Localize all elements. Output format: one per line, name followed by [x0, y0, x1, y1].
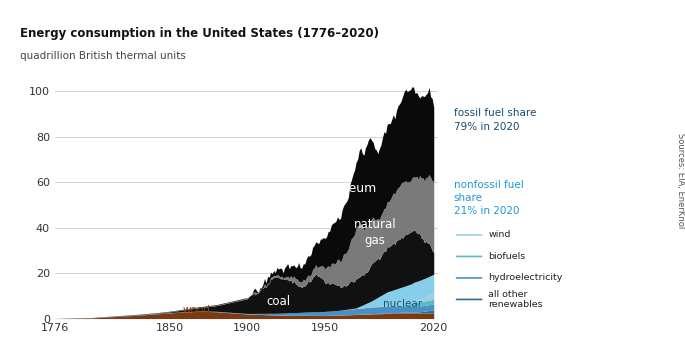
- Text: Energy consumption in the United States (1776–2020): Energy consumption in the United States …: [21, 27, 379, 40]
- Text: natural
gas: natural gas: [353, 218, 396, 247]
- Text: quadrillion British thermal units: quadrillion British thermal units: [21, 51, 186, 61]
- Text: Sources: EIA, EnerKnol: Sources: EIA, EnerKnol: [676, 133, 685, 229]
- Text: hydroelectricity: hydroelectricity: [488, 273, 562, 282]
- Text: nonfossil fuel
share
21% in 2020: nonfossil fuel share 21% in 2020: [453, 180, 523, 216]
- Text: petroleum: petroleum: [313, 182, 377, 195]
- Text: fossil fuel share
79% in 2020: fossil fuel share 79% in 2020: [453, 108, 536, 131]
- Text: coal: coal: [266, 295, 290, 308]
- Text: biofuels: biofuels: [488, 252, 525, 261]
- Text: wind: wind: [488, 231, 510, 239]
- Text: all other
renewables: all other renewables: [488, 290, 543, 309]
- Text: nuclear: nuclear: [383, 299, 422, 309]
- Text: wood: wood: [182, 305, 210, 315]
